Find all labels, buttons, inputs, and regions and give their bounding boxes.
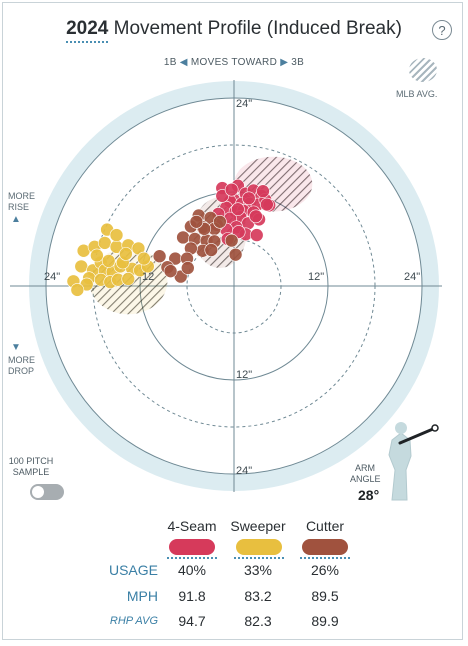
page-title: 2024 Movement Profile (Induced Break) <box>0 18 468 43</box>
up-arrow-icon: ▲ <box>11 214 21 225</box>
rhp-avg-cutter: 89.9 <box>311 613 339 629</box>
title-text: Movement Profile (Induced Break) <box>113 18 402 39</box>
more-drop-label: ▼ MORE DROP <box>8 342 35 377</box>
mlb-avg-swatch-icon[interactable] <box>409 58 437 82</box>
sample-line2: SAMPLE <box>12 467 50 477</box>
label-right-12: 12" <box>308 271 324 283</box>
pitch-point-4seam[interactable] <box>215 189 230 203</box>
pitch-point-sweeper[interactable] <box>121 272 136 286</box>
rhp-avg-sweeper: 82.3 <box>244 613 272 629</box>
pitch-point-cutter[interactable] <box>152 249 167 264</box>
usage-underline-sweeper <box>234 557 284 559</box>
direction-middle: MOVES TOWARD <box>190 57 278 68</box>
usage-cutter: 26% <box>310 562 340 578</box>
pitch-point-sweeper[interactable] <box>119 247 133 261</box>
mlb-avg-label: MLB AVG. <box>396 89 438 99</box>
mph-sweeper: 83.2 <box>244 588 272 604</box>
pitch-point-cutter[interactable] <box>213 214 227 229</box>
usage-sweeper: 33% <box>243 562 273 578</box>
sample-line1: 100 PITCH <box>8 456 54 466</box>
pitch-point-sweeper[interactable] <box>74 259 89 274</box>
arm-line1: ARM <box>355 463 375 473</box>
rhp-avg-4seam: 94.7 <box>178 613 206 629</box>
pitcher-arm-figure-icon <box>388 422 439 501</box>
rise-line2: RISE <box>8 202 30 212</box>
pitch-point-sweeper[interactable] <box>109 228 124 242</box>
pitch-name-cutter: Cutter <box>305 518 345 534</box>
label-left-24: 24" <box>44 271 60 283</box>
right-arrow-icon: ▶ <box>280 57 289 68</box>
direction-left: 1B <box>163 57 177 68</box>
help-icon[interactable]: ? <box>432 20 452 40</box>
pitch-point-4seam[interactable] <box>224 182 239 197</box>
pitch-name-4seam: 4-Seam <box>167 518 217 534</box>
pitch-sample-label: 100 PITCH SAMPLE <box>6 456 56 478</box>
direction-right: 3B <box>291 57 305 68</box>
pitch-point-cutter[interactable] <box>189 214 204 229</box>
rise-line1: MORE <box>8 191 35 201</box>
moves-toward-label: 1B ◀ MOVES TOWARD ▶ 3B <box>0 57 468 68</box>
arm-line2: ANGLE <box>350 474 381 484</box>
drop-line1: MORE <box>8 355 35 365</box>
pitch-point-cutter[interactable] <box>228 247 243 262</box>
pitch-point-cutter[interactable] <box>204 243 219 257</box>
label-bottom-12: 12" <box>236 369 252 381</box>
pitch-point-sweeper[interactable] <box>70 283 85 297</box>
pitch-point-4seam[interactable] <box>242 191 256 206</box>
more-rise-label: MORE RISE ▲ <box>8 191 35 225</box>
pitch-points-layer <box>66 178 277 297</box>
drop-line2: DROP <box>8 366 35 376</box>
toggle-knob <box>32 486 44 498</box>
pitch-point-4seam[interactable] <box>231 202 245 217</box>
pitch-point-sweeper[interactable] <box>101 254 116 268</box>
label-bottom-24: 24" <box>236 465 252 477</box>
pitch-toggle-sweeper[interactable] <box>236 539 282 555</box>
mph-4seam: 91.8 <box>178 588 206 604</box>
pitch-name-sweeper: Sweeper <box>230 518 286 534</box>
usage-4seam: 40% <box>177 562 207 578</box>
label-left-12: 12 <box>142 271 154 283</box>
mph-cutter: 89.5 <box>311 588 339 604</box>
rhp-avg-row-label: RHP AVG <box>109 615 158 627</box>
pitch-toggle-cutter[interactable] <box>302 539 348 555</box>
usage-underline-4seam <box>167 557 217 559</box>
pitch-point-cutter[interactable] <box>224 233 239 248</box>
pitch-point-4seam[interactable] <box>249 228 264 242</box>
label-top-24: 24" <box>236 98 252 110</box>
left-arrow-icon: ◀ <box>179 57 188 68</box>
mph-row-label: MPH <box>126 588 158 604</box>
ring-labels: 24" 24" 12 12" 24" 12" 24" <box>44 98 420 477</box>
pitch-toggle-4seam[interactable] <box>169 539 215 555</box>
arm-angle-value: 28° <box>358 487 380 503</box>
usage-row-label: USAGE <box>108 562 158 578</box>
pitch-point-sweeper[interactable] <box>90 248 104 263</box>
pitch-point-cutter[interactable] <box>176 230 190 245</box>
label-right-24: 24" <box>404 271 420 283</box>
pitch-point-cutter[interactable] <box>163 264 178 278</box>
sample-toggle[interactable] <box>30 484 64 500</box>
pitch-point-sweeper[interactable] <box>97 236 112 250</box>
pitch-point-cutter[interactable] <box>180 261 195 275</box>
year-selector[interactable]: 2024 <box>66 18 109 43</box>
pitch-point-4seam[interactable] <box>256 184 270 199</box>
down-arrow-icon: ▼ <box>11 342 21 353</box>
arm-angle-label: ARM ANGLE <box>350 463 381 485</box>
pitch-point-sweeper[interactable] <box>137 251 151 266</box>
pitch-point-4seam[interactable] <box>260 197 274 212</box>
pitch-point-4seam[interactable] <box>249 209 263 224</box>
usage-underline-cutter <box>300 557 350 559</box>
